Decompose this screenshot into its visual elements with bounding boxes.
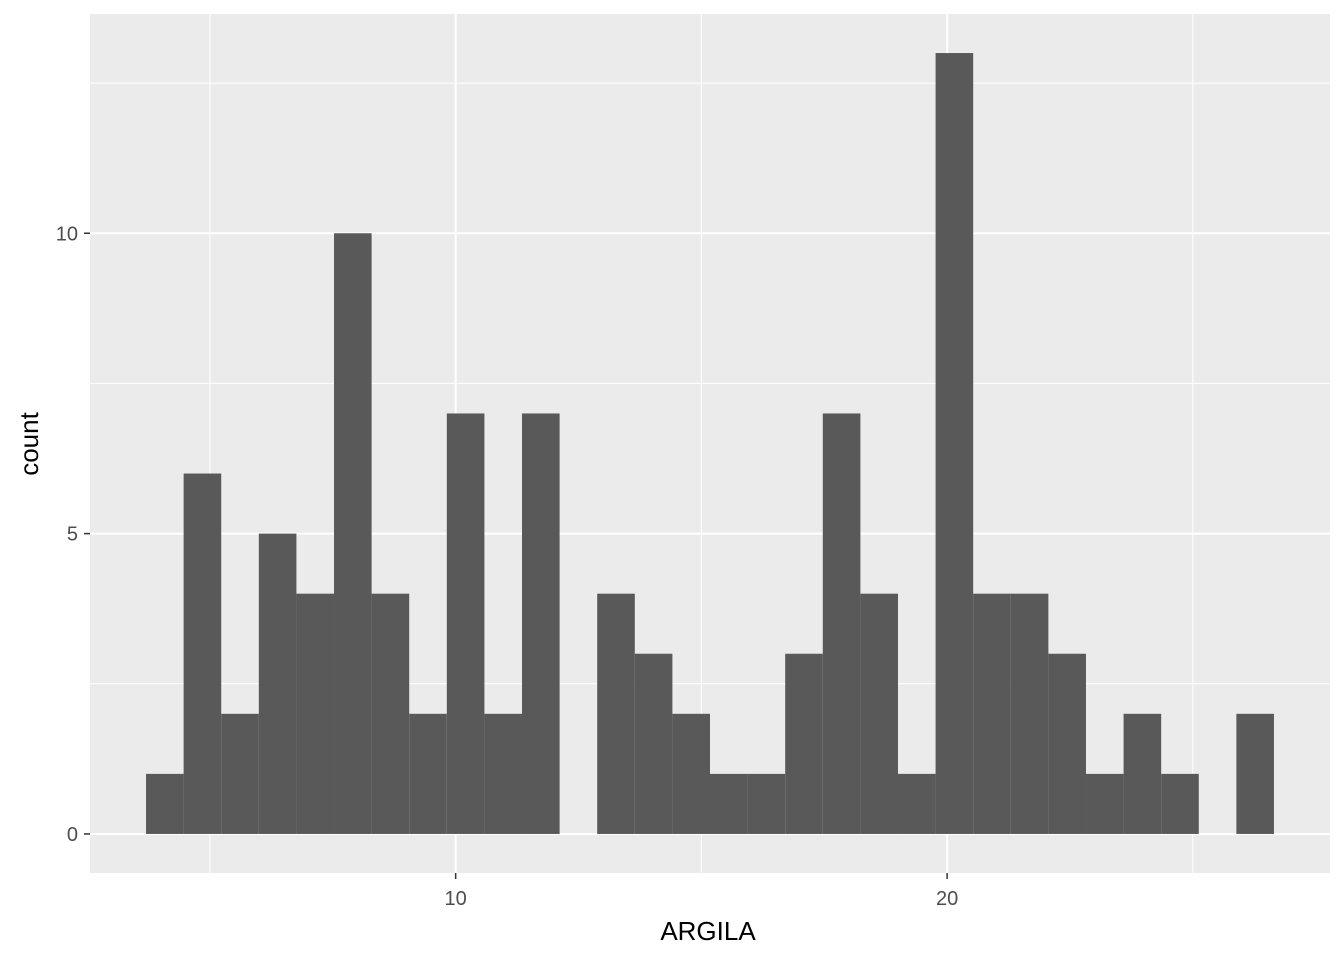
x-axis: 10 20 bbox=[445, 873, 958, 910]
x-tick-label: 10 bbox=[445, 888, 467, 910]
histogram-bar-24 bbox=[1048, 653, 1086, 834]
histogram-bar-1 bbox=[183, 473, 222, 834]
histogram-bar-21 bbox=[935, 53, 974, 834]
histogram-bar-12 bbox=[597, 593, 635, 834]
y-tick-label: 5 bbox=[67, 524, 78, 546]
histogram-bar-20 bbox=[897, 773, 936, 834]
histogram-bar-5 bbox=[334, 233, 372, 834]
histogram-bar-29 bbox=[1236, 713, 1274, 834]
histogram-bar-16 bbox=[747, 773, 786, 834]
histogram-bar-23 bbox=[1010, 593, 1049, 834]
histogram-bar-26 bbox=[1123, 713, 1162, 834]
histogram-bar-8 bbox=[446, 413, 485, 834]
histogram-bar-3 bbox=[258, 533, 297, 834]
x-axis-title: ARGILA bbox=[660, 916, 756, 946]
histogram-bar-19 bbox=[860, 593, 898, 834]
histogram-bar-17 bbox=[785, 653, 823, 834]
bars bbox=[146, 53, 1274, 834]
histogram-bar-18 bbox=[822, 413, 861, 834]
y-axis-title: count bbox=[14, 411, 44, 475]
y-tick-label: 10 bbox=[56, 223, 78, 245]
histogram-bar-14 bbox=[672, 713, 710, 834]
histogram-bar-27 bbox=[1161, 773, 1199, 834]
y-tick-label: 0 bbox=[67, 824, 78, 846]
histogram-bar-13 bbox=[634, 653, 673, 834]
x-tick-label: 20 bbox=[936, 888, 958, 910]
histogram-bar-7 bbox=[409, 713, 447, 834]
histogram-bar-2 bbox=[221, 713, 259, 834]
histogram-bar-4 bbox=[296, 593, 335, 834]
histogram-bar-15 bbox=[710, 773, 748, 834]
histogram-bar-22 bbox=[973, 593, 1011, 834]
histogram-bar-6 bbox=[371, 593, 410, 834]
histogram-bar-25 bbox=[1085, 773, 1124, 834]
histogram-bar-9 bbox=[484, 713, 523, 834]
histogram-bar-10 bbox=[522, 413, 560, 834]
y-axis: 0 5 10 bbox=[56, 223, 90, 846]
histogram-bar-0 bbox=[146, 773, 184, 834]
